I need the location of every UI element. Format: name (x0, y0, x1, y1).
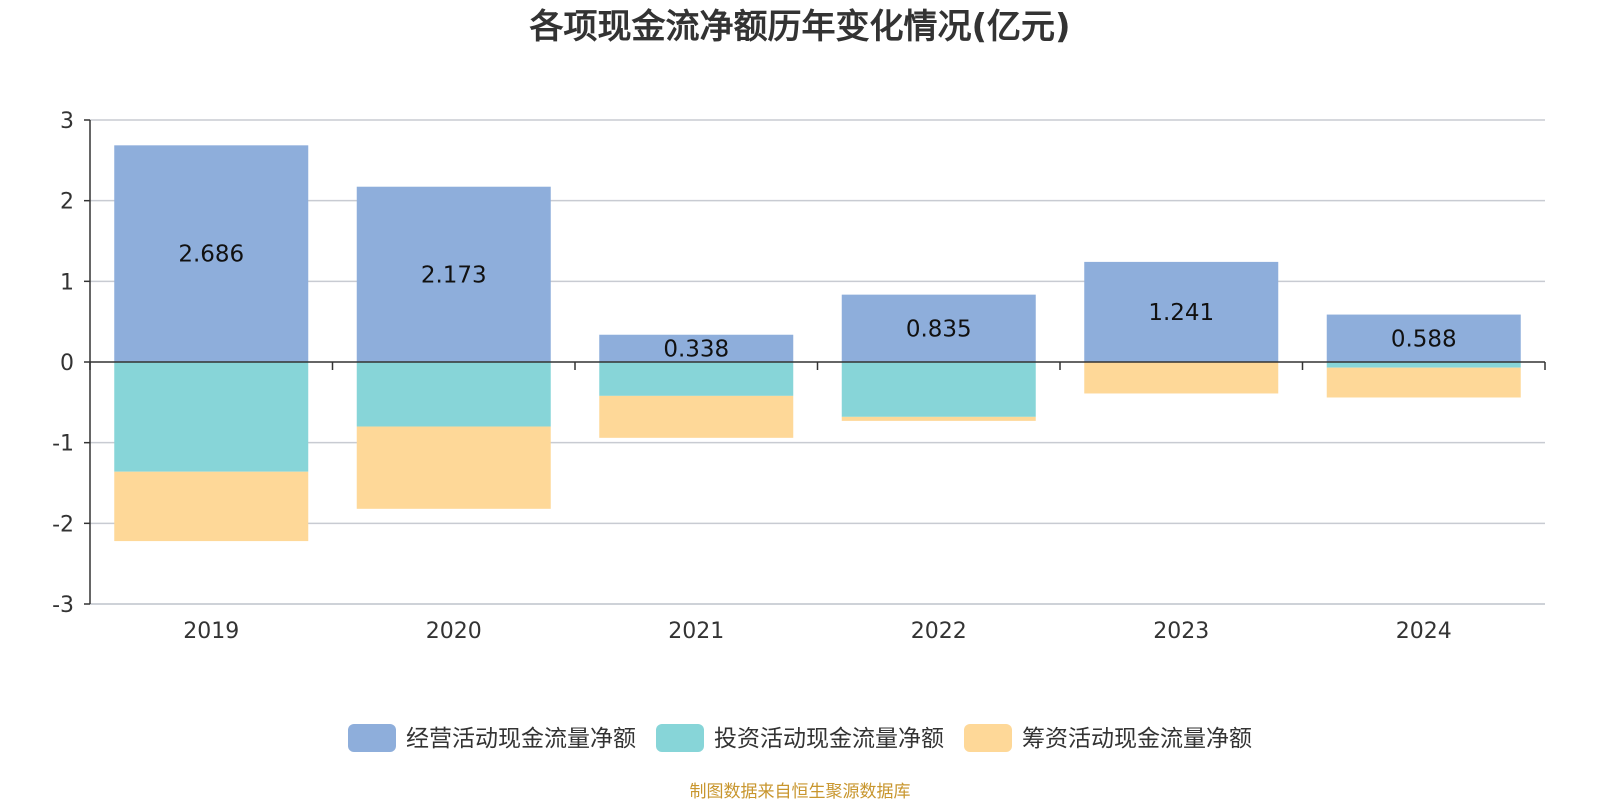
bar-2024-series-0 (1326, 314, 1521, 362)
y-tick-label: -2 (52, 512, 74, 537)
bar-2023-series-0 (1084, 261, 1279, 362)
data-label-2020: 2.173 (421, 262, 487, 288)
bar-2020-series-2 (356, 426, 551, 509)
bar-2024-series-1 (1326, 362, 1521, 368)
bar-2019-series-1 (114, 362, 309, 472)
bar-2021-series-0 (599, 334, 794, 362)
legend-label-1: 投资活动现金流量净额 (714, 726, 944, 752)
bar-2021-series-2 (599, 395, 794, 438)
axis-layer: 3 2 1 0 -1 -2 -3 2019 2020 2021 2022 2023 2024 (52, 109, 1546, 644)
bar-2020-series-1 (356, 362, 551, 427)
data-label-2021: 0.338 (663, 336, 729, 362)
legend-label-2: 筹资活动现金流量净额 (1022, 726, 1252, 752)
bars-layer (114, 145, 1521, 542)
y-tick-label: 1 (60, 270, 74, 295)
x-tick-label-2023: 2023 (1153, 619, 1209, 644)
bar-2023-series-2 (1084, 362, 1279, 394)
y-tick-label: 2 (60, 190, 74, 215)
bar-2022-series-0 (841, 294, 1036, 362)
bar-2022-series-1 (841, 362, 1036, 417)
data-label-2019: 2.686 (178, 242, 244, 268)
y-tick-label: -1 (52, 432, 74, 457)
bar-2021-series-1 (599, 362, 794, 396)
y-tick-label: 3 (60, 109, 74, 134)
chart-title: 各项现金流净额历年变化情况(亿元) (529, 7, 1070, 47)
x-tick-label-2024: 2024 (1396, 619, 1452, 644)
legend-swatch-1 (656, 724, 704, 752)
bar-2022-series-2 (841, 416, 1036, 421)
bar-2019-series-2 (114, 471, 309, 542)
bar-2024-series-2 (1326, 367, 1521, 398)
legend-swatch-0 (348, 724, 396, 752)
data-label-2023: 1.241 (1148, 300, 1214, 326)
x-tick-label-2019: 2019 (183, 619, 239, 644)
data-label-2024: 0.588 (1391, 326, 1457, 352)
x-tick-label-2020: 2020 (426, 619, 482, 644)
y-tick-label: -3 (52, 593, 74, 618)
bar-2020-series-0 (356, 186, 551, 362)
source-note: 制图数据来自恒生聚源数据库 (690, 782, 911, 800)
labels-layer: 2.686 2.173 0.338 0.835 1.241 0.588 (178, 242, 1456, 363)
legend: 经营活动现金流量净额 投资活动现金流量净额 筹资活动现金流量净额 (348, 724, 1252, 752)
x-tick-label-2021: 2021 (668, 619, 724, 644)
bar-2019-series-0 (114, 145, 309, 362)
data-label-2022: 0.835 (906, 316, 972, 342)
x-tick-label-2022: 2022 (911, 619, 967, 644)
legend-label-0: 经营活动现金流量净额 (406, 726, 636, 752)
y-tick-label: 0 (60, 351, 74, 376)
legend-swatch-2 (964, 724, 1012, 752)
grid-layer (90, 119, 1545, 605)
